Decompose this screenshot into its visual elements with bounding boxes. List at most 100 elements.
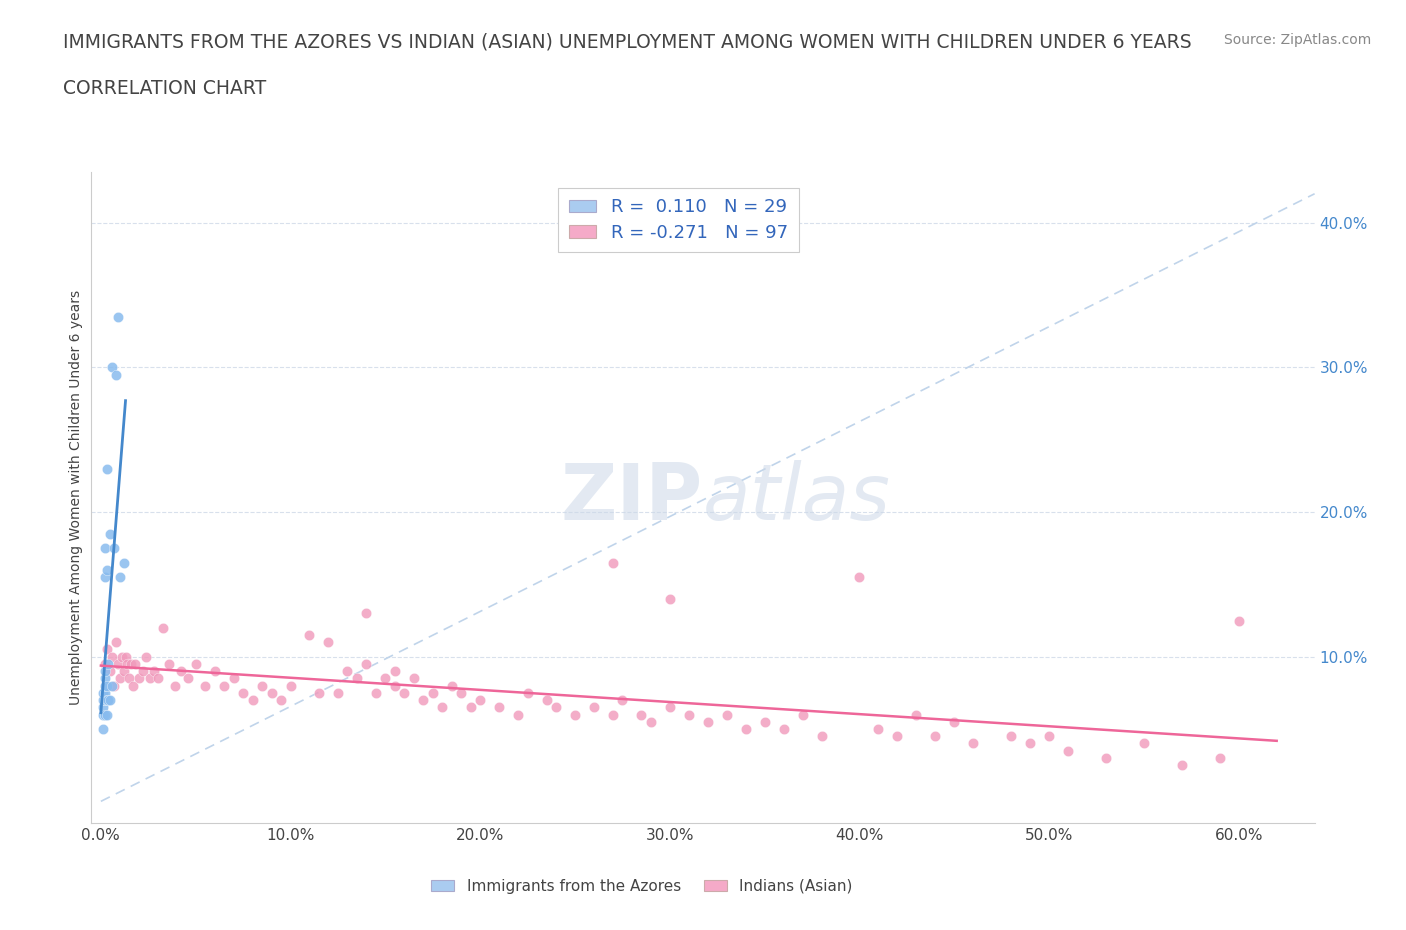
Point	[886, 729, 908, 744]
Y-axis label: Unemployment Among Women with Children Under 6 years: Unemployment Among Women with Children U…	[69, 290, 83, 705]
Point	[1038, 729, 1060, 744]
Point	[93, 671, 115, 685]
Point	[184, 657, 207, 671]
Point	[120, 657, 142, 671]
Point	[124, 657, 146, 671]
Point	[146, 671, 169, 685]
Point	[103, 678, 125, 693]
Point	[810, 729, 832, 744]
Point	[536, 693, 558, 708]
Text: CORRELATION CHART: CORRELATION CHART	[63, 79, 267, 98]
Point	[93, 685, 115, 700]
Point	[122, 678, 145, 693]
Point	[848, 570, 870, 585]
Point	[308, 685, 330, 700]
Point	[152, 620, 174, 635]
Point	[772, 722, 794, 737]
Point	[516, 685, 538, 700]
Point	[506, 707, 529, 722]
Text: IMMIGRANTS FROM THE AZORES VS INDIAN (ASIAN) UNEMPLOYMENT AMONG WOMEN WITH CHILD: IMMIGRANTS FROM THE AZORES VS INDIAN (AS…	[63, 33, 1192, 51]
Point	[924, 729, 946, 744]
Point	[91, 707, 114, 722]
Point	[135, 649, 157, 664]
Point	[96, 707, 118, 722]
Point	[792, 707, 814, 722]
Point	[232, 685, 254, 700]
Point	[356, 605, 378, 620]
Point	[1227, 613, 1250, 628]
Point	[582, 700, 605, 715]
Point	[98, 526, 121, 541]
Point	[96, 642, 118, 657]
Point	[93, 693, 115, 708]
Point	[384, 664, 406, 679]
Point	[242, 693, 264, 708]
Point	[157, 657, 180, 671]
Point	[640, 714, 662, 729]
Point	[107, 657, 129, 671]
Point	[298, 628, 321, 643]
Point	[93, 570, 115, 585]
Point	[1171, 758, 1194, 773]
Point	[564, 707, 586, 722]
Point	[270, 693, 292, 708]
Point	[114, 649, 136, 664]
Point	[91, 693, 114, 708]
Point	[612, 693, 634, 708]
Point	[108, 570, 131, 585]
Point	[658, 591, 681, 606]
Point	[394, 685, 416, 700]
Point	[93, 678, 115, 693]
Point	[1019, 736, 1042, 751]
Point	[412, 693, 434, 708]
Point	[222, 671, 245, 685]
Point	[1000, 729, 1022, 744]
Point	[128, 671, 150, 685]
Text: ZIP: ZIP	[561, 459, 703, 536]
Point	[544, 700, 567, 715]
Point	[97, 657, 120, 671]
Point	[440, 678, 463, 693]
Point	[250, 678, 273, 693]
Point	[630, 707, 652, 722]
Point	[93, 540, 115, 555]
Point	[96, 563, 118, 578]
Point	[98, 664, 121, 679]
Point	[111, 649, 134, 664]
Point	[356, 657, 378, 671]
Point	[734, 722, 756, 737]
Point	[346, 671, 368, 685]
Point	[364, 685, 387, 700]
Legend: Immigrants from the Azores, Indians (Asian): Immigrants from the Azores, Indians (Asi…	[426, 873, 858, 900]
Point	[336, 664, 359, 679]
Point	[105, 367, 128, 382]
Point	[93, 657, 115, 671]
Point	[280, 678, 302, 693]
Point	[602, 707, 624, 722]
Point	[696, 714, 718, 729]
Point	[754, 714, 776, 729]
Point	[118, 671, 141, 685]
Point	[212, 678, 235, 693]
Point	[91, 700, 114, 715]
Point	[194, 678, 217, 693]
Point	[96, 461, 118, 476]
Point	[1095, 751, 1118, 765]
Point	[1209, 751, 1232, 765]
Point	[101, 649, 124, 664]
Point	[658, 700, 681, 715]
Point	[103, 540, 125, 555]
Point	[470, 693, 492, 708]
Point	[93, 707, 115, 722]
Point	[602, 555, 624, 570]
Point	[101, 360, 124, 375]
Point	[422, 685, 444, 700]
Point	[716, 707, 738, 722]
Point	[107, 310, 129, 325]
Point	[678, 707, 700, 722]
Point	[905, 707, 928, 722]
Point	[97, 693, 120, 708]
Point	[374, 671, 396, 685]
Point	[96, 693, 118, 708]
Point	[943, 714, 966, 729]
